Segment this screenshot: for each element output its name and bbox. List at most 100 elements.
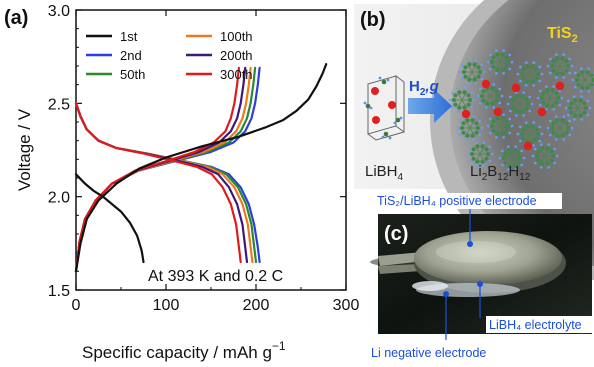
series-200th-discharge [74,102,249,264]
hydrogen-atom [532,121,536,124]
hydrogen-atom [506,145,510,148]
hydrogen-atom [480,63,484,67]
boron-atom [555,133,560,138]
boron-atom [534,76,539,81]
boron-atom [540,161,545,166]
boron-atom [525,101,531,107]
reaction-arrow-label: H2,g [409,78,439,98]
boron-atom [521,136,526,141]
boron-atom [484,147,489,152]
hydrogen-atom [456,87,460,90]
boron-atom [560,118,565,123]
boron-atom [530,79,535,84]
hydrogen-atom [566,113,570,117]
hydrogen-atom [456,126,460,130]
boron-atom [554,91,559,96]
hydrogen-atom [572,95,576,98]
hydrogen-atom [510,60,514,64]
hydrogen-atom [560,96,564,100]
lithium-atom [493,107,503,117]
lithium-atom [537,107,547,117]
boron-atom [495,93,501,99]
hydrogen-atom [572,118,576,121]
hydrogen-atom [488,159,492,163]
lithium-atom [523,141,533,151]
hydrogen-atom [586,99,590,103]
hydrogen-atom [474,141,478,144]
boron-atom [551,59,556,64]
boron-atom [574,77,580,83]
callout-positive-electrode: TiS₂/LiBH₄ positive electrode [377,194,537,208]
boron-atom [573,98,578,103]
boron-atom [534,136,539,141]
boron-atom [582,101,587,106]
boron-atom [477,69,483,75]
boron-atom [521,127,526,132]
boron-atom [484,156,489,161]
boron-atom [453,102,458,107]
boron-atom [525,79,530,84]
hydrogen-atom [474,82,478,85]
boron-atom [545,103,550,108]
boron-atom [521,67,526,72]
hydrogen-atom [570,126,574,130]
arrow-label-h: H [409,78,420,95]
hydrogen-atom [488,145,492,149]
boron-atom [494,89,499,94]
lithium-atom [461,109,471,119]
hydrogen-atom [546,64,550,68]
boron-atom [530,64,535,69]
boron-atom [495,52,500,57]
tis2-label: TiS2 [547,25,578,45]
boron-atom [520,109,525,114]
hydrogen-atom [508,109,512,113]
legend-label-50th: 50th [120,67,145,82]
hydrogen-atom [514,168,518,171]
hydrogen-atom [466,152,470,156]
hydrogen-atom [548,71,552,75]
hydrogen-atom [488,67,492,71]
hydrogen-atom [540,132,544,136]
hydrogen-atom [573,71,577,75]
boron-atom [520,94,525,99]
boron-atom [578,98,583,103]
tis2-label-sub: 2 [572,33,578,45]
y-axis: 1.5 2.0 2.5 3.0 [48,3,346,300]
boron-atom [475,125,481,131]
boron-atom [475,144,480,149]
hydrogen-atom [514,114,518,117]
boron-atom [545,161,550,166]
x-tick-label: 0 [72,297,81,314]
boron-atom [540,146,545,151]
hydrogen-atom [464,138,468,141]
reaction-arrow [408,89,452,123]
hydrogen-atom [579,90,583,93]
hydrogen-atom [539,166,543,169]
x-axis-title-superscript: −1 [272,339,286,353]
hydrogen-atom [480,126,484,130]
boron-atom [536,158,541,163]
callout-electrolyte: LiBH₄ electrolyte [489,318,582,332]
hydrogen-atom [494,72,498,75]
boron-atom [475,159,480,164]
hydrogen-atom [468,145,472,149]
boron-atom [470,118,475,123]
hydrogen-atom [486,60,490,64]
hydrogen-atom [472,138,476,141]
hydrogen-atom [539,143,543,146]
hydrogen-atom [476,94,480,98]
hydrogen-atom [508,131,512,135]
hydrogen-atom [522,156,526,160]
hydrogen-atom [566,99,570,103]
hydrogen-atom [508,117,512,121]
hydrogen-atom [468,159,472,163]
legend-label-2nd: 2nd [120,48,142,63]
hydrogen-atom [518,125,522,129]
hydrogen-atom [458,119,462,123]
boron-atom [519,71,525,77]
boron-atom [516,151,521,156]
boron-atom [474,130,479,135]
boron-atom [585,85,590,90]
hydrogen-atom [562,115,566,118]
boron-atom [555,56,560,61]
